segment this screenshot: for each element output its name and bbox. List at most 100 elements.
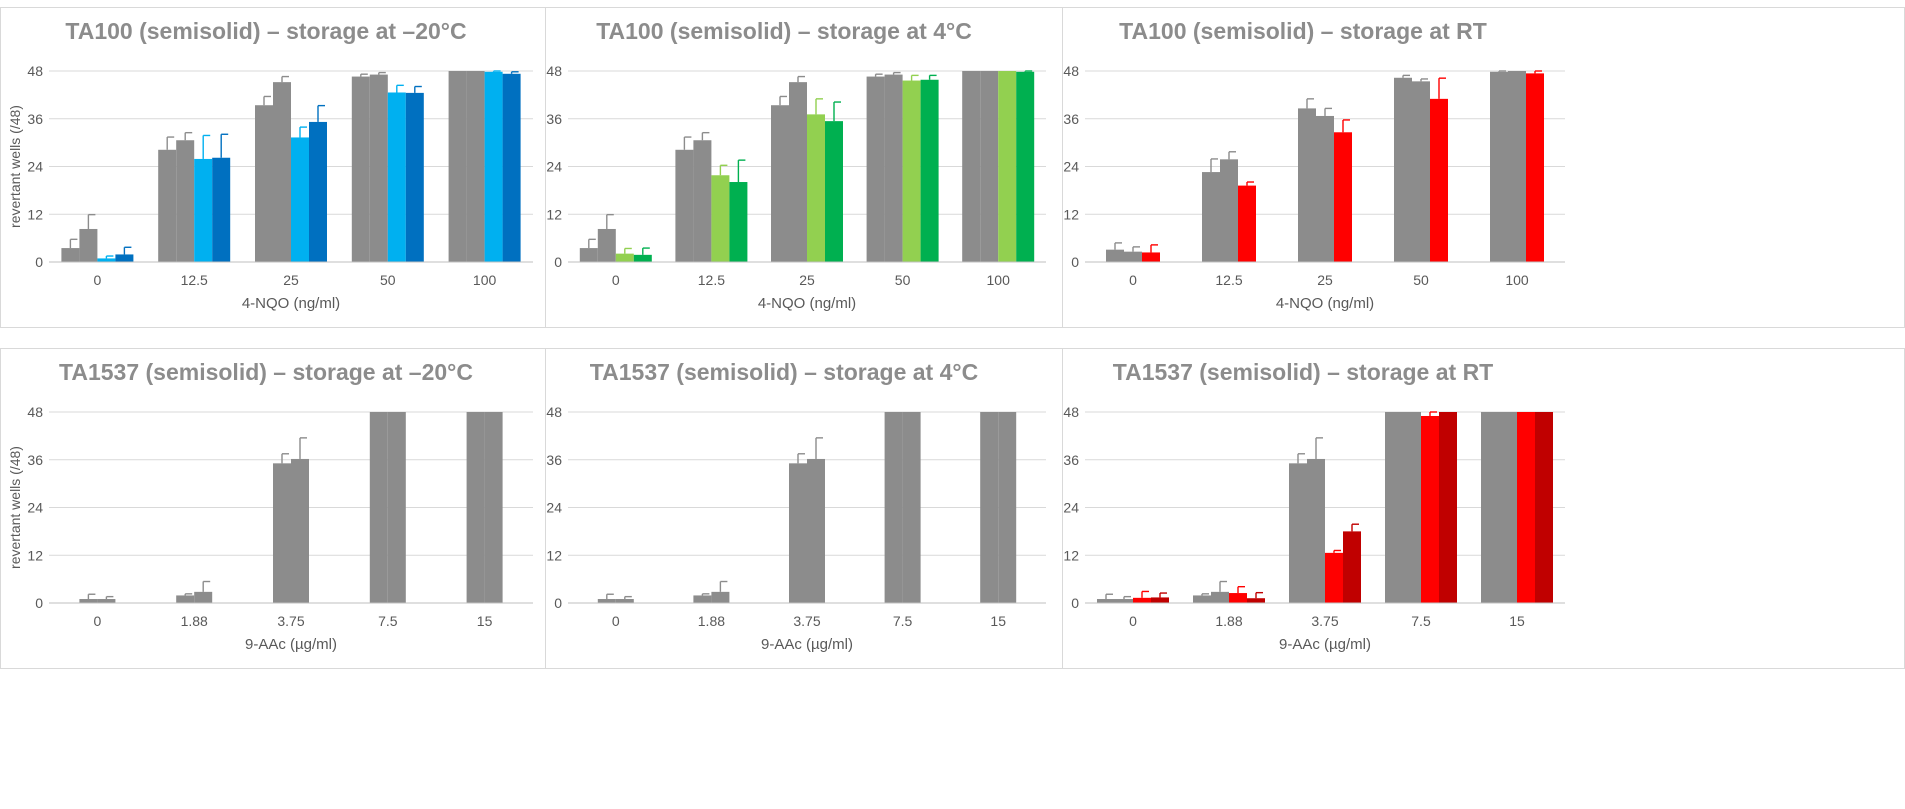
chart-title: TA100 (semisolid) – storage at –20°C	[65, 18, 466, 44]
x-tick-label: 100	[1505, 272, 1529, 288]
bar	[79, 599, 98, 603]
bar	[1499, 412, 1517, 603]
y-tick-label: 0	[554, 595, 562, 611]
bar	[1298, 108, 1316, 262]
x-tick-label: 0	[1129, 272, 1137, 288]
chart-title: TA1537 (semisolid) – storage at –20°C	[59, 359, 473, 385]
y-tick-label: 48	[27, 63, 43, 79]
bar	[1106, 249, 1124, 262]
bar	[597, 599, 616, 603]
y-tick-label: 0	[1071, 595, 1079, 611]
bar	[711, 591, 730, 603]
bar	[405, 92, 424, 263]
y-tick-label: 12	[546, 206, 562, 222]
bar	[884, 412, 903, 603]
bar	[194, 158, 213, 262]
x-tick-label: 50	[895, 272, 911, 288]
bar	[1133, 597, 1151, 603]
y-tick-label: 24	[546, 159, 562, 175]
y-tick-label: 24	[1063, 500, 1079, 516]
bar	[771, 105, 789, 263]
bar	[1439, 412, 1457, 603]
bar	[1097, 599, 1115, 603]
x-tick-label: 50	[1413, 272, 1429, 288]
bar	[176, 595, 195, 603]
y-tick-label: 36	[1063, 452, 1079, 468]
bar	[1247, 598, 1265, 603]
bar	[502, 73, 521, 262]
y-tick-label: 12	[546, 547, 562, 563]
x-tick-label: 25	[283, 272, 299, 288]
x-tick-label: 12.5	[1215, 272, 1242, 288]
x-tick-label: 3.75	[793, 613, 820, 629]
bar	[693, 140, 712, 262]
bar	[1142, 252, 1160, 262]
y-tick-label: 0	[1071, 254, 1079, 270]
x-tick-label: 100	[987, 272, 1011, 288]
bar	[998, 412, 1017, 603]
bar	[962, 71, 981, 262]
chart-svg: TA1537 (semisolid) – storage at RT 0 12 24 3…	[1063, 359, 1565, 653]
bar	[97, 258, 116, 262]
x-tick-label: 0	[612, 272, 620, 288]
y-tick-label: 12	[1063, 206, 1079, 222]
bar	[980, 412, 999, 603]
bar	[1202, 172, 1220, 262]
chart-title: TA100 (semisolid) – storage at RT	[1119, 18, 1487, 44]
bar	[1115, 599, 1133, 603]
y-tick-label: 12	[1063, 547, 1079, 563]
bar	[369, 412, 388, 603]
x-tick-label: 0	[94, 272, 102, 288]
bar	[97, 599, 116, 603]
bar	[729, 182, 748, 262]
chart-panel: TA1537 (semisolid) – storage at 4°C 0 12 24…	[545, 348, 1063, 669]
y-tick-label: 36	[1063, 111, 1079, 127]
bar	[387, 92, 406, 262]
x-tick-label: 50	[380, 272, 396, 288]
bar	[351, 76, 370, 262]
x-tick-label: 0	[612, 613, 620, 629]
y-tick-label: 36	[546, 111, 562, 127]
y-tick-label: 0	[35, 595, 43, 611]
bar	[1403, 412, 1421, 603]
bar	[212, 157, 231, 262]
bar	[255, 105, 273, 263]
x-axis-label: 9-AAc (µg/ml)	[761, 636, 853, 653]
x-tick-label: 3.75	[277, 613, 304, 629]
bar	[1430, 98, 1448, 263]
bar	[176, 140, 195, 262]
chart-panel: TA1537 (semisolid) – storage at –20°C 0 12…	[0, 348, 546, 669]
bar	[273, 463, 291, 603]
y-tick-label: 24	[27, 159, 43, 175]
bar	[1238, 185, 1256, 262]
chart-svg: TA1537 (semisolid) – storage at –20°C 0 12…	[7, 359, 533, 653]
y-tick-label: 48	[1063, 404, 1079, 420]
y-tick-label: 24	[27, 500, 43, 516]
bar	[1211, 591, 1229, 603]
bar	[789, 82, 807, 263]
y-tick-label: 36	[546, 452, 562, 468]
bar	[902, 412, 921, 603]
bar	[194, 591, 213, 603]
bar	[615, 599, 634, 603]
x-tick-label: 3.75	[1311, 613, 1338, 629]
x-tick-label: 0	[94, 613, 102, 629]
bar	[675, 149, 694, 262]
x-tick-label: 7.5	[893, 613, 913, 629]
bar	[615, 253, 634, 262]
bar	[633, 254, 652, 262]
bar	[1343, 531, 1361, 603]
x-tick-label: 25	[1317, 272, 1333, 288]
bar	[902, 80, 921, 262]
bar	[115, 254, 134, 262]
bar	[291, 458, 309, 603]
bar	[158, 149, 177, 262]
bar	[597, 228, 616, 262]
bar	[866, 76, 885, 262]
chart-title: TA1537 (semisolid) – storage at RT	[1113, 359, 1493, 385]
bar	[1421, 415, 1439, 603]
x-axis-label: 9-AAc (µg/ml)	[245, 636, 337, 653]
chart-svg: TA100 (semisolid) – storage at 4°C 0 12 24 3…	[546, 18, 1046, 312]
y-axis-label: revertant wells (/48)	[7, 446, 23, 569]
y-tick-label: 48	[27, 404, 43, 420]
